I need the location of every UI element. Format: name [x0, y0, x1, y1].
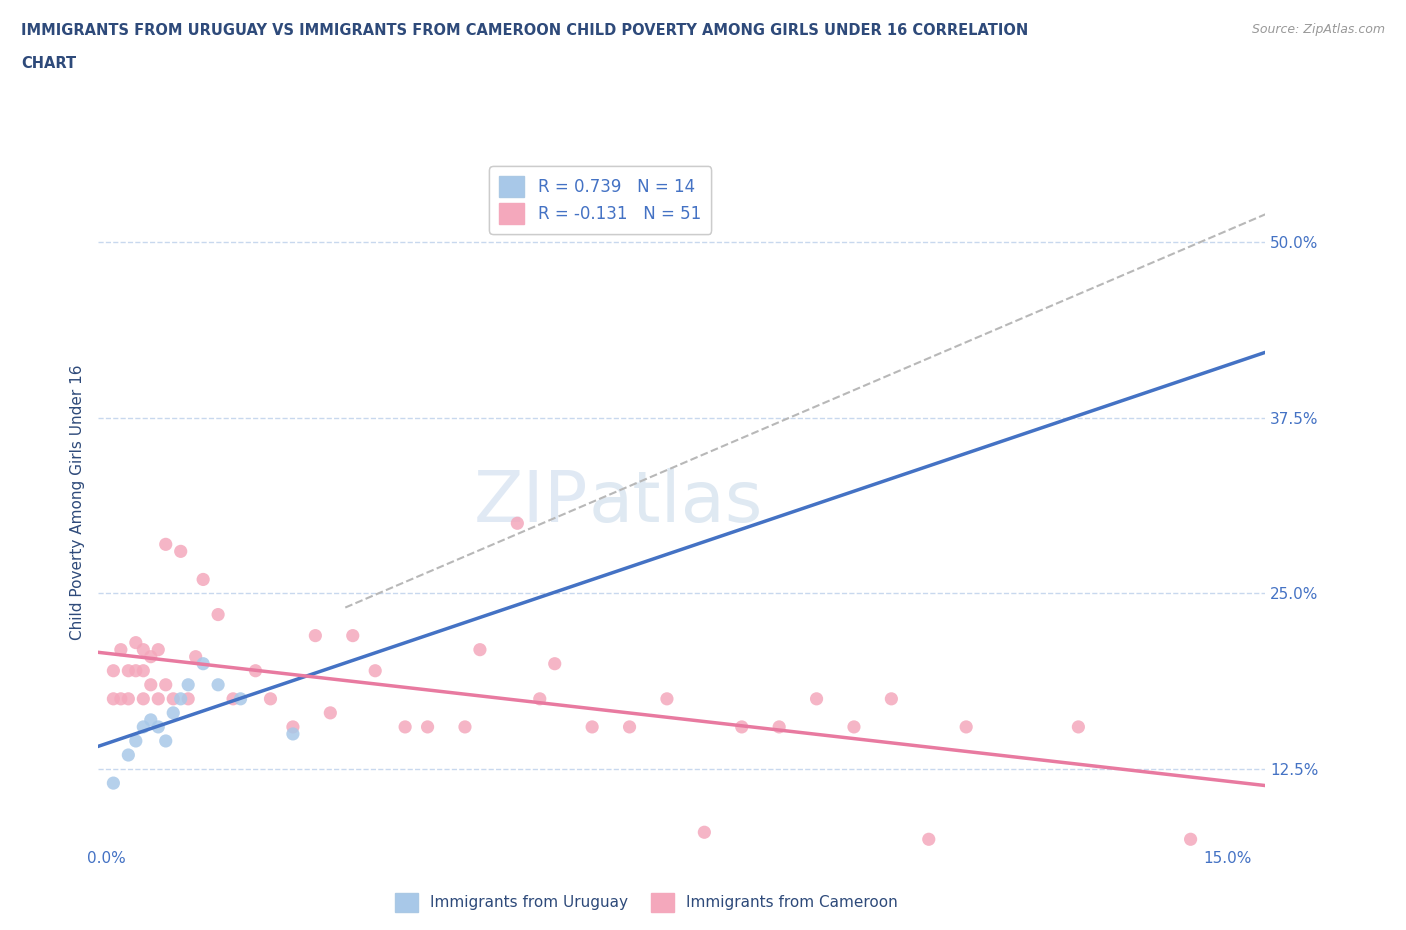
- Point: [281, 726, 304, 741]
- Point: [139, 712, 162, 727]
- Point: [170, 544, 193, 559]
- Point: [170, 691, 193, 706]
- Point: [259, 691, 281, 706]
- Point: [581, 720, 603, 735]
- Point: [177, 677, 200, 692]
- Point: [364, 663, 387, 678]
- Point: [619, 720, 641, 735]
- Point: [529, 691, 551, 706]
- Point: [191, 657, 214, 671]
- Text: Source: ZipAtlas.com: Source: ZipAtlas.com: [1251, 23, 1385, 36]
- Point: [103, 691, 125, 706]
- Point: [132, 643, 155, 658]
- Point: [125, 635, 148, 650]
- Point: [125, 734, 148, 749]
- Point: [319, 706, 342, 721]
- Point: [693, 825, 716, 840]
- Point: [918, 831, 941, 846]
- Point: [177, 691, 200, 706]
- Point: [342, 628, 364, 643]
- Point: [117, 748, 139, 763]
- Point: [416, 720, 439, 735]
- Point: [731, 720, 754, 735]
- Point: [139, 649, 162, 664]
- Point: [768, 720, 790, 735]
- Point: [468, 643, 491, 658]
- Point: [184, 649, 207, 664]
- Point: [148, 643, 170, 658]
- Point: [506, 516, 529, 531]
- Point: [207, 677, 229, 692]
- Point: [139, 677, 162, 692]
- Point: [155, 677, 177, 692]
- Point: [655, 691, 678, 706]
- Point: [148, 720, 170, 735]
- Point: [955, 720, 977, 735]
- Point: [117, 691, 139, 706]
- Point: [207, 607, 229, 622]
- Point: [148, 691, 170, 706]
- Text: ZIP: ZIP: [474, 468, 589, 537]
- Legend: Immigrants from Uruguay, Immigrants from Cameroon: Immigrants from Uruguay, Immigrants from…: [389, 887, 904, 918]
- Point: [132, 691, 155, 706]
- Point: [191, 572, 214, 587]
- Point: [229, 691, 252, 706]
- Legend: R = 0.739   N = 14, R = -0.131   N = 51: R = 0.739 N = 14, R = -0.131 N = 51: [489, 166, 711, 233]
- Point: [117, 663, 139, 678]
- Point: [132, 720, 155, 735]
- Point: [245, 663, 267, 678]
- Text: IMMIGRANTS FROM URUGUAY VS IMMIGRANTS FROM CAMEROON CHILD POVERTY AMONG GIRLS UN: IMMIGRANTS FROM URUGUAY VS IMMIGRANTS FR…: [21, 23, 1028, 38]
- Point: [394, 720, 416, 735]
- Point: [162, 706, 184, 721]
- Point: [842, 720, 865, 735]
- Point: [103, 776, 125, 790]
- Point: [880, 691, 903, 706]
- Point: [806, 691, 828, 706]
- Point: [544, 657, 567, 671]
- Y-axis label: Child Poverty Among Girls Under 16: Child Poverty Among Girls Under 16: [69, 365, 84, 640]
- Point: [222, 691, 245, 706]
- Point: [125, 663, 148, 678]
- Point: [304, 628, 326, 643]
- Point: [110, 643, 132, 658]
- Point: [155, 734, 177, 749]
- Point: [1067, 720, 1090, 735]
- Point: [1180, 831, 1202, 846]
- Text: CHART: CHART: [21, 56, 76, 71]
- Point: [155, 537, 177, 551]
- Point: [132, 663, 155, 678]
- Point: [281, 720, 304, 735]
- Point: [454, 720, 477, 735]
- Point: [162, 691, 184, 706]
- Text: atlas: atlas: [589, 468, 763, 537]
- Point: [110, 691, 132, 706]
- Point: [103, 663, 125, 678]
